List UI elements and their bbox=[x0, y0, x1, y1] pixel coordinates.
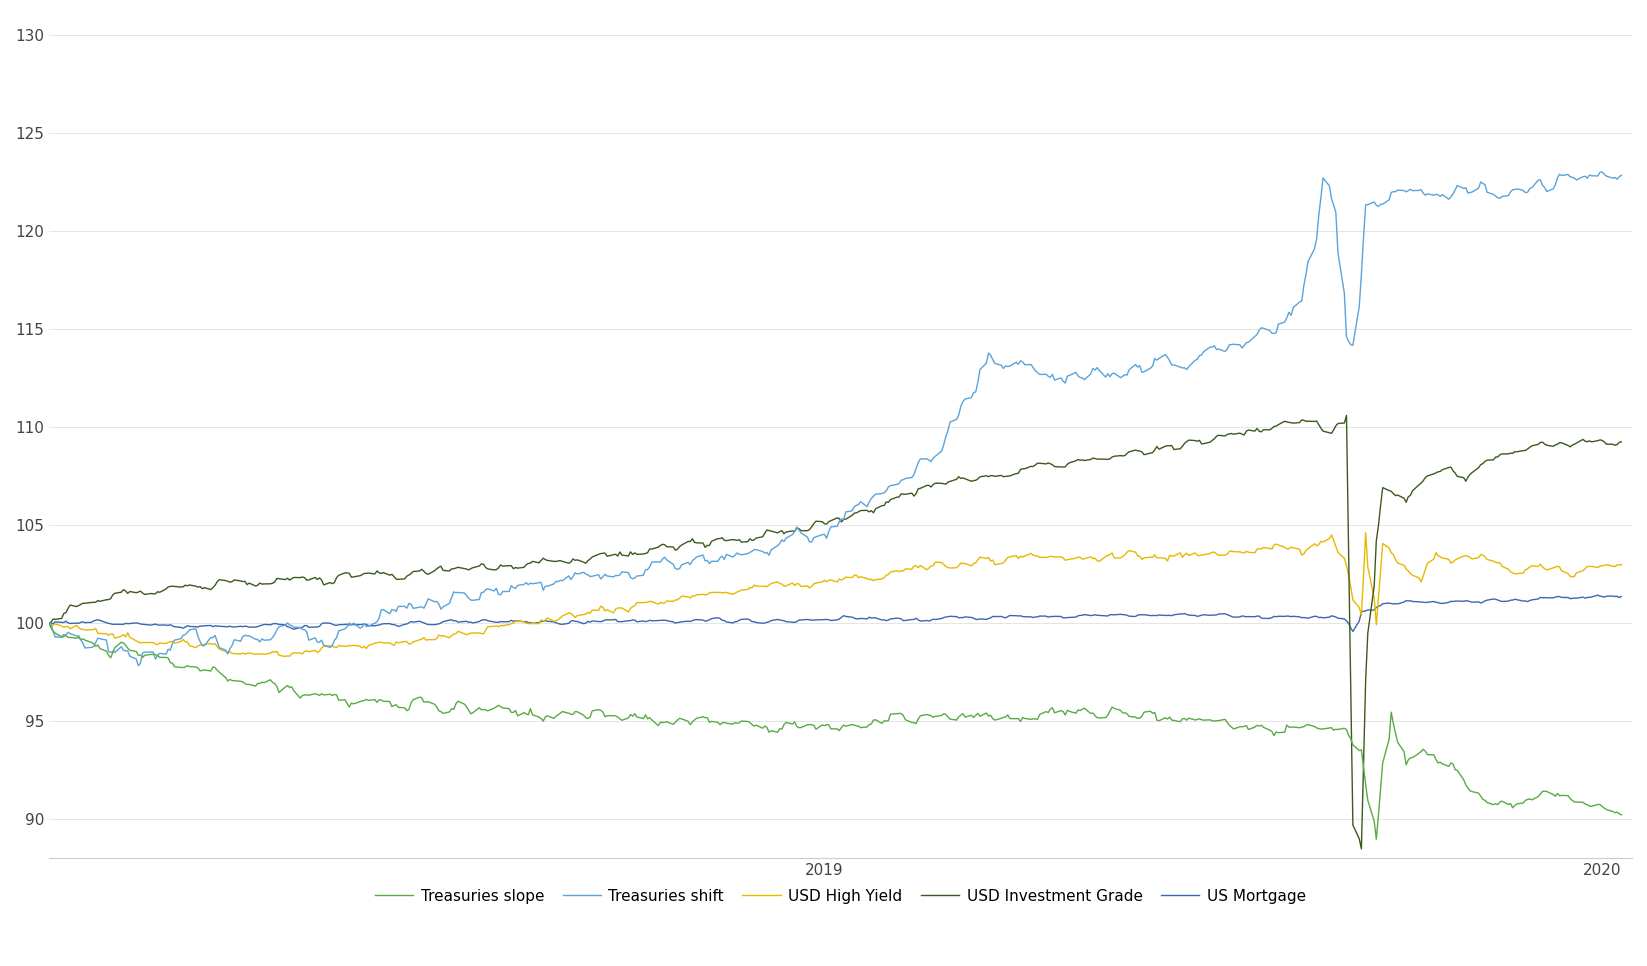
Line: US Mortgage: US Mortgage bbox=[49, 595, 1621, 632]
Line: Treasuries shift: Treasuries shift bbox=[49, 172, 1621, 666]
Line: USD High Yield: USD High Yield bbox=[49, 532, 1621, 657]
Line: USD Investment Grade: USD Investment Grade bbox=[49, 415, 1621, 849]
Line: Treasuries slope: Treasuries slope bbox=[49, 623, 1621, 839]
Legend: Treasuries slope, Treasuries shift, USD High Yield, USD Investment Grade, US Mor: Treasuries slope, Treasuries shift, USD … bbox=[369, 882, 1313, 910]
